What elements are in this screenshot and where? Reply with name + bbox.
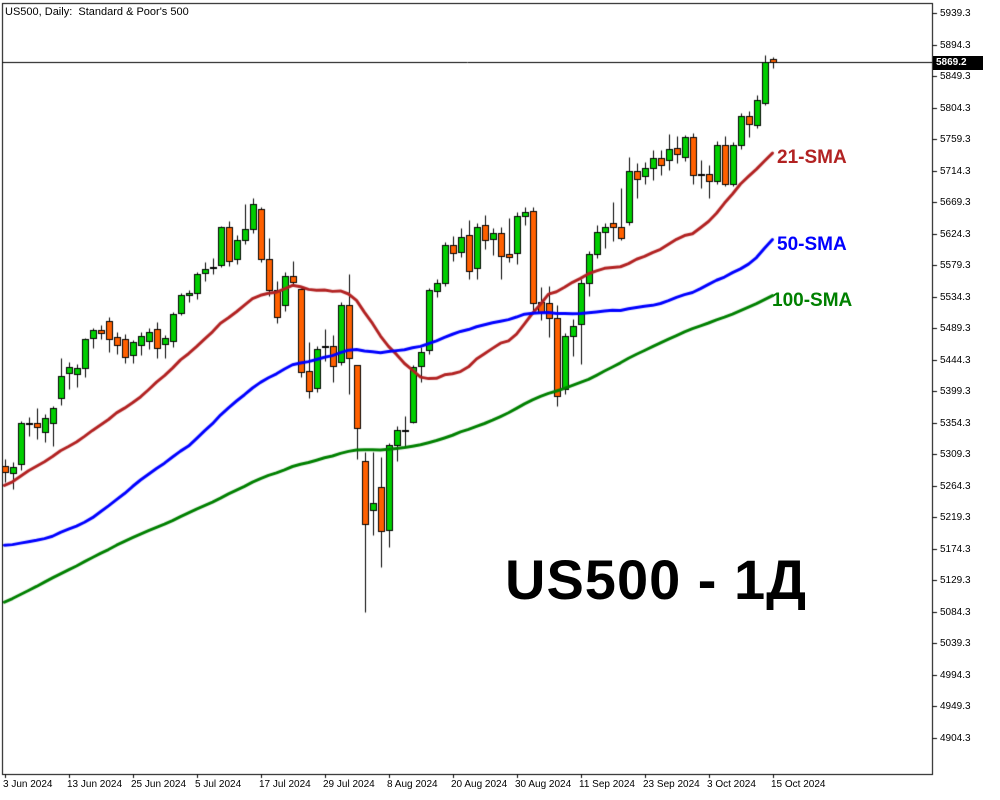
date-axis-label: 11 Sep 2024	[579, 779, 635, 790]
sma-label-21: 21-SMA	[777, 147, 847, 169]
price-axis-label: 4994.3	[940, 669, 971, 681]
sma-label-100: 100-SMA	[772, 289, 853, 311]
bid-price-tag: 5869.2	[933, 55, 983, 70]
price-axis-label: 5804.3	[940, 102, 971, 114]
price-axis-label: 5174.3	[940, 543, 971, 555]
price-axis-label: 5489.3	[940, 322, 971, 334]
date-axis-label: 23 Sep 2024	[643, 779, 700, 790]
date-axis-label: 25 Jun 2024	[131, 779, 187, 790]
date-axis-label: 17 Jul 2024	[259, 779, 311, 790]
price-axis-label: 5894.3	[940, 39, 971, 51]
price-axis-label: 5354.3	[940, 417, 971, 429]
price-axis-label: 5579.3	[940, 259, 971, 271]
price-axis-label: 5759.3	[940, 133, 971, 145]
price-axis-label: 5219.3	[940, 511, 971, 523]
sma-label-50: 50-SMA	[777, 233, 847, 255]
price-axis-label: 4904.3	[940, 732, 971, 744]
price-axis-label: 5849.3	[940, 70, 971, 82]
watermark-label: US500 - 1Д	[505, 548, 808, 611]
date-axis-label: 15 Oct 2024	[771, 779, 826, 790]
date-axis-label: 3 Jun 2024	[3, 779, 53, 790]
price-axis-label: 5309.3	[940, 448, 971, 460]
date-axis-label: 20 Aug 2024	[451, 779, 508, 790]
date-axis-label: 13 Jun 2024	[67, 779, 123, 790]
price-axis-label: 5939.3	[940, 7, 971, 19]
date-axis-label: 8 Aug 2024	[387, 779, 438, 790]
price-axis-label: 5399.3	[940, 385, 971, 397]
price-axis-label: 4949.3	[940, 700, 971, 712]
chart-symbol-title: US500, Daily: Standard & Poor's 500	[5, 6, 189, 18]
date-axis-label: 5 Jul 2024	[195, 779, 242, 790]
date-axis-label: 29 Jul 2024	[323, 779, 375, 790]
price-axis-label: 5534.3	[940, 291, 971, 303]
date-axis-label: 3 Oct 2024	[707, 779, 756, 790]
date-axis-label: 30 Aug 2024	[515, 779, 572, 790]
price-axis-label: 5444.3	[940, 354, 971, 366]
price-axis-label: 5624.3	[940, 228, 971, 240]
price-axis-label: 5669.3	[940, 196, 971, 208]
price-axis-label: 5084.3	[940, 606, 971, 618]
price-axis-label: 5264.3	[940, 480, 971, 492]
price-axis-label: 5129.3	[940, 574, 971, 586]
price-axis-label: 5714.3	[940, 165, 971, 177]
price-axis-label: 5039.3	[940, 637, 971, 649]
